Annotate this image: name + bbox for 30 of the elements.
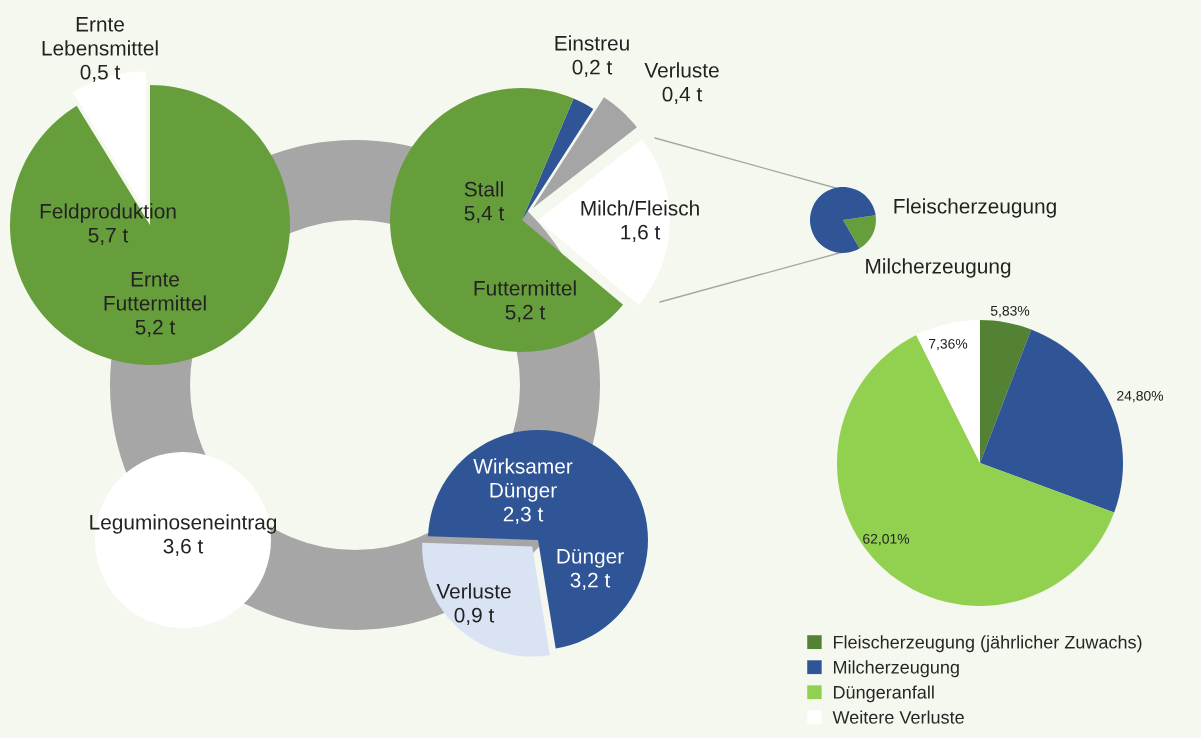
data-label: 62,01% bbox=[863, 533, 910, 546]
slice-label: Fleischerzeugung bbox=[894, 198, 1056, 218]
data-label: 0,4 t bbox=[662, 86, 703, 105]
data-label: 5,83% bbox=[990, 305, 1030, 318]
data-label: 7,36% bbox=[929, 338, 968, 351]
slice-label: Wirksamer Dünger bbox=[473, 458, 573, 502]
legend-label: Milcherzeugung bbox=[833, 660, 959, 678]
data-label: 3,6 t bbox=[163, 538, 204, 557]
data-label: 0,9 t bbox=[454, 607, 495, 626]
text: Dünger 3,2 t bbox=[557, 549, 624, 591]
data-label: 1,6 t bbox=[621, 224, 661, 243]
slice-label: Futtermittel bbox=[474, 280, 576, 296]
data-label: 24,80% bbox=[1117, 390, 1164, 403]
data-label: 0,5 t bbox=[80, 64, 121, 82]
slice-label: Leguminoseneintrag bbox=[90, 514, 277, 534]
data-label: 0,2 t bbox=[572, 59, 613, 78]
text: Stall 5,4 t bbox=[464, 181, 505, 224]
slice-label: Verluste bbox=[644, 62, 719, 78]
slice-label: Einstreu bbox=[555, 35, 629, 51]
slice-label: Ernte Futtermittel bbox=[104, 272, 206, 311]
slice-label: Ernte Lebensmittel bbox=[42, 17, 158, 56]
legend-label: Düngeranfall bbox=[833, 685, 934, 703]
slice-label: Milcherzeugung bbox=[866, 258, 1011, 278]
slice-label: Milch/Fleisch bbox=[581, 200, 699, 216]
data-label: 5,2 t bbox=[135, 319, 176, 337]
data-label: 5,2 t bbox=[505, 304, 546, 323]
legend-label: Fleischerzeugung (jährlicher Zuwachs) bbox=[833, 635, 1142, 653]
data-label: 2,3 t bbox=[503, 506, 544, 524]
slice-label: Verluste bbox=[436, 583, 511, 599]
legend-label: Weitere Verluste bbox=[832, 710, 964, 724]
